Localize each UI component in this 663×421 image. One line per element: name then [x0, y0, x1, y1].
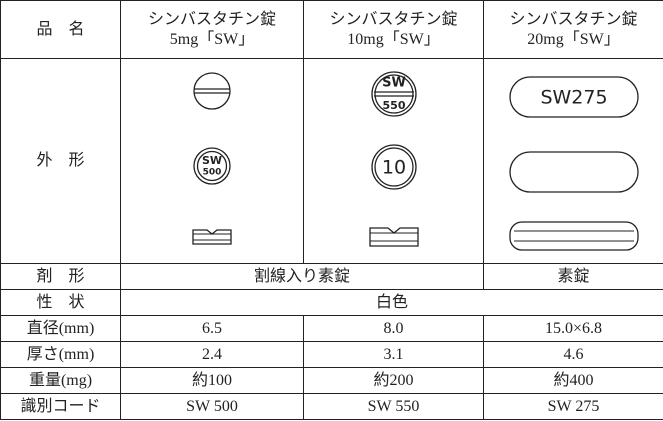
cell: 素錠 [483, 263, 663, 290]
product-name: シンバスタチン錠 [509, 10, 638, 28]
appearance-cell: SW275 [483, 58, 663, 264]
cell: 15.0×6.8 [483, 315, 663, 342]
cell: 4.6 [483, 341, 663, 368]
imprint: 10 [382, 157, 406, 179]
row: 性 状 白色 [0, 289, 663, 316]
cell: 2.4 [120, 341, 304, 368]
row: 剤 形 割線入り素錠 素錠 [0, 263, 663, 290]
cell: 3.1 [303, 341, 484, 368]
cell: 6.5 [120, 315, 304, 342]
appearance-cell: SW 550 10 [303, 58, 484, 264]
cell: SW 550 [303, 393, 484, 420]
row-label: 識別コード [0, 393, 121, 420]
cell: SW 275 [483, 393, 663, 420]
imprint: SW275 [540, 87, 607, 109]
row: 直径(mm) 6.5 8.0 15.0×6.8 [0, 315, 663, 342]
tablet-drawing: SW 550 10 [369, 71, 419, 247]
imprint: SW [202, 154, 222, 167]
cell: 約100 [120, 367, 304, 394]
row: 重量(mg) 約100 約200 約400 [0, 367, 663, 394]
row-label: 直径(mm) [0, 315, 121, 342]
product-name: シンバスタチン錠 [147, 10, 276, 28]
product-name: シンバスタチン錠 [329, 10, 458, 28]
product-strength: 20mg「SW」 [527, 30, 620, 48]
appearance-row: 外 形 SW 500 SW 550 [0, 58, 663, 264]
cell: 割線入り素錠 [120, 263, 484, 290]
cell: 8.0 [303, 315, 484, 342]
imprint: SW [382, 76, 406, 91]
header-label: 品 名 [0, 0, 121, 59]
row: 厚さ(mm) 2.4 3.1 4.6 [0, 341, 663, 368]
product: シンバスタチン錠 5mg「SW」 [120, 0, 304, 59]
cell: SW 500 [120, 393, 304, 420]
row-label: 厚さ(mm) [0, 341, 121, 368]
cell: 約400 [483, 367, 663, 394]
cell: 約200 [303, 367, 484, 394]
product-strength: 10mg「SW」 [347, 30, 440, 48]
tablet-drawing: SW275 [509, 76, 639, 251]
imprint: 550 [383, 99, 406, 112]
cell: 白色 [120, 289, 663, 316]
product: シンバスタチン錠 20mg「SW」 [483, 0, 663, 59]
row-label: 性 状 [0, 289, 121, 316]
product-strength: 5mg「SW」 [169, 30, 255, 48]
header-row: 品 名 シンバスタチン錠 5mg「SW」 シンバスタチン錠 10mg「SW」 シンバ… [0, 0, 663, 59]
row-label: 重量(mg) [0, 367, 121, 394]
imprint: 500 [203, 168, 222, 178]
row: 識別コード SW 500 SW 550 SW 275 [0, 393, 663, 420]
tablet-drawing: SW 500 [192, 72, 232, 245]
appearance-cell: SW 500 [120, 58, 304, 264]
product: シンバスタチン錠 10mg「SW」 [303, 0, 484, 59]
appearance-label: 外 形 [0, 58, 121, 264]
row-label: 剤 形 [0, 263, 121, 290]
